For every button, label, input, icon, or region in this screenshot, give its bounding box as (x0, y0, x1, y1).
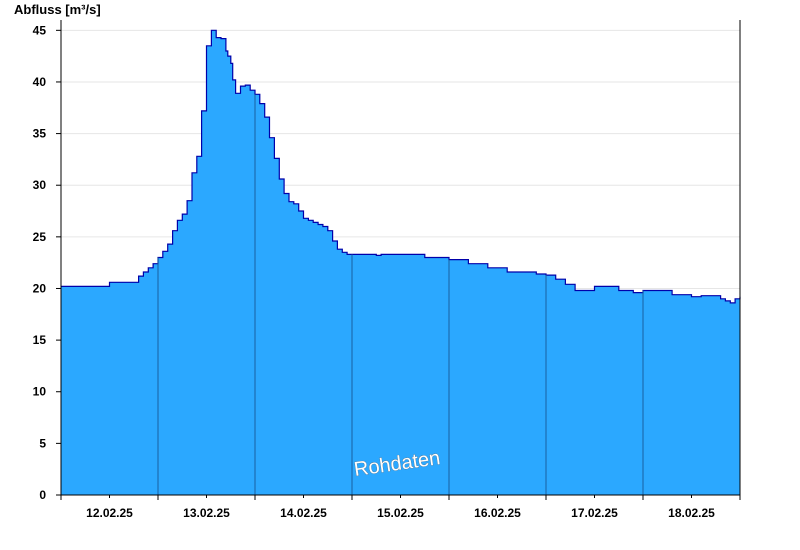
y-tick-label: 40 (33, 75, 47, 89)
y-tick-label: 10 (33, 385, 47, 399)
y-tick-label: 0 (39, 488, 46, 502)
y-tick-label: 30 (33, 178, 47, 192)
discharge-area (61, 30, 740, 496)
y-axis-label: Abfluss [m³/s] (14, 2, 101, 17)
x-tick-label: 16.02.25 (474, 506, 521, 520)
y-tick-label: 25 (33, 230, 47, 244)
x-tick-label: 14.02.25 (280, 506, 327, 520)
x-tick-label: 13.02.25 (183, 506, 230, 520)
x-tick-label: 17.02.25 (571, 506, 618, 520)
x-tick-label: 15.02.25 (377, 506, 424, 520)
y-tick-label: 15 (33, 333, 47, 347)
y-tick-label: 20 (33, 281, 47, 295)
discharge-line (61, 29, 741, 304)
y-axis-ticks: 0 5 10 15 20 25 30 35 40 45 (33, 23, 61, 502)
y-tick-label: 35 (33, 127, 47, 141)
y-tick-label: 45 (33, 23, 47, 37)
day-dividers (157, 94, 644, 495)
x-tick-label: 12.02.25 (86, 506, 133, 520)
x-tick-label: 18.02.25 (668, 506, 715, 520)
x-axis-ticks: 12.02.25 13.02.25 14.02.25 15.02.25 16.02.25… (60, 495, 741, 520)
y-tick-label: 5 (39, 436, 46, 450)
